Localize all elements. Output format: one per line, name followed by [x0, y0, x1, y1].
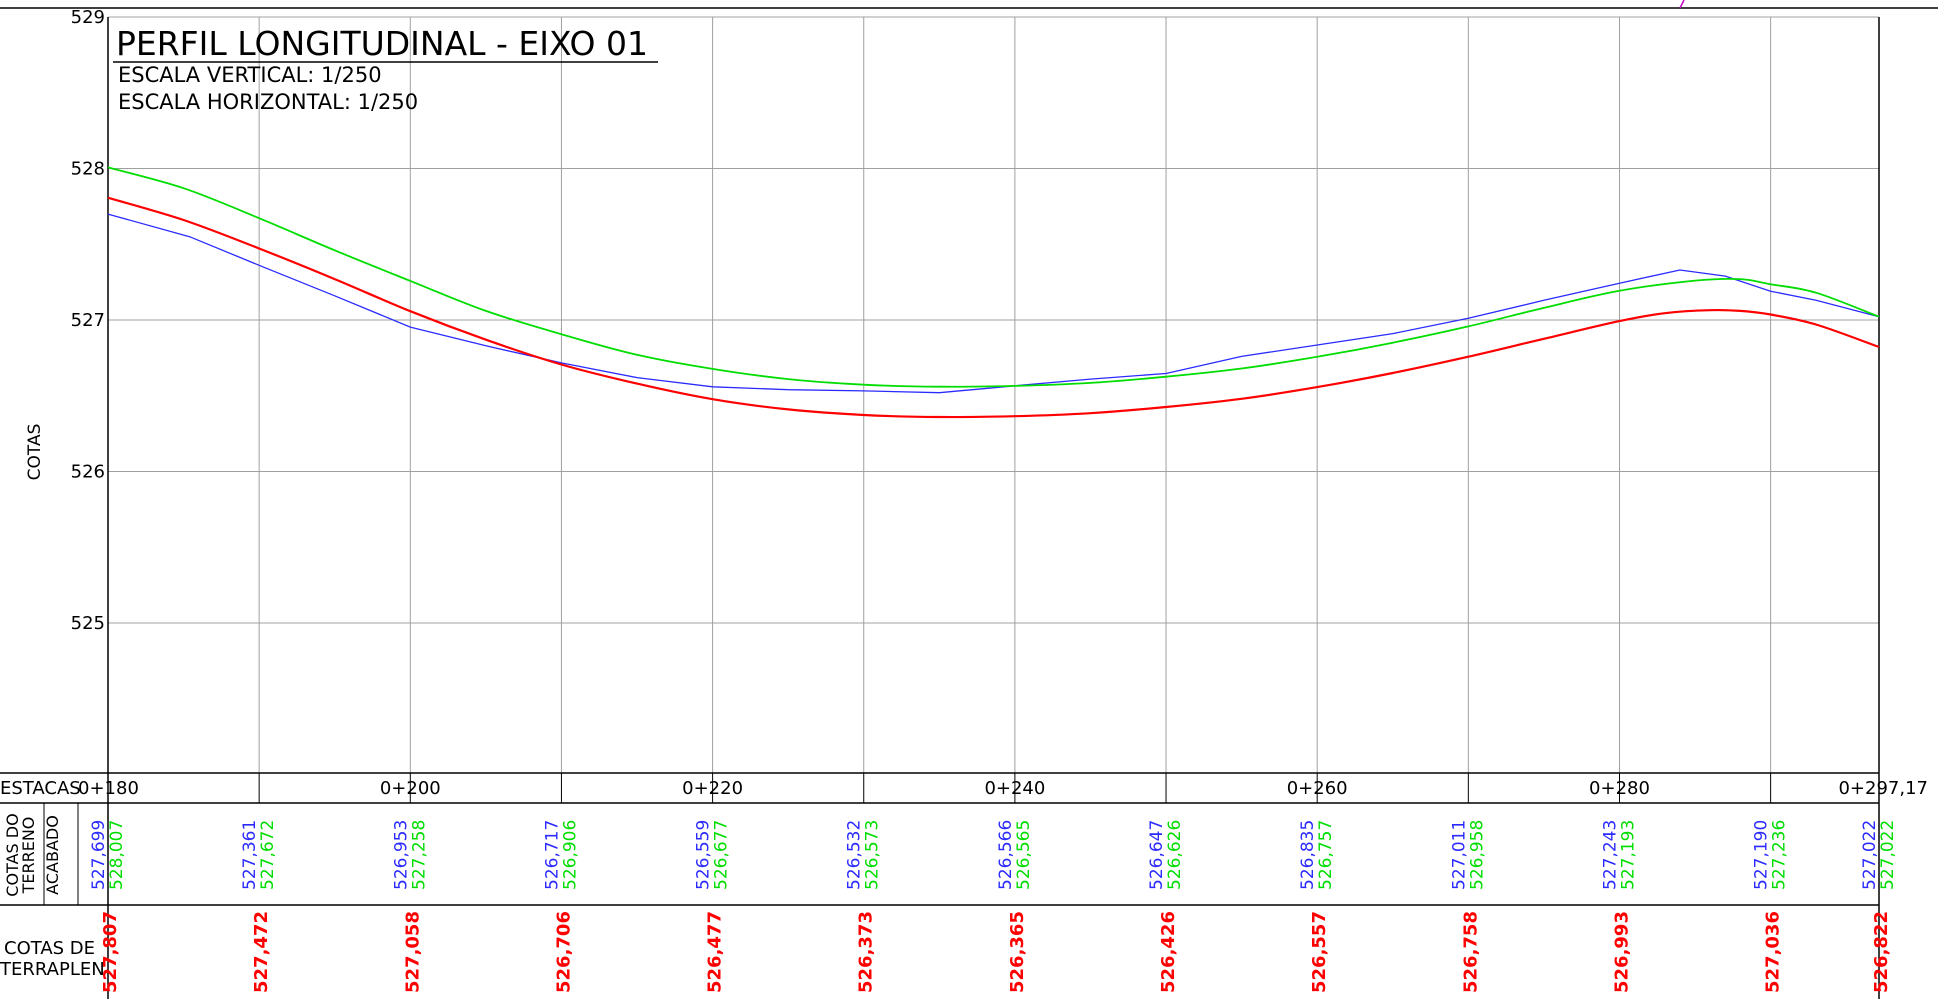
cotas-terreno-label: 527,011: [1449, 820, 1469, 890]
row-label-cotas-de: COTAS DE: [4, 938, 95, 959]
cotas-terreno-label: 526,717: [542, 820, 562, 890]
cotas-terraplen-label: 526,557: [1309, 911, 1330, 993]
series-line-acabado: [107, 166, 1880, 388]
cotas-acabado-label: 527,236: [1770, 820, 1790, 890]
cotas-terreno-label: 527,699: [89, 820, 109, 890]
y-axis-label: COTAS: [25, 424, 45, 481]
cotas-terreno-label: 526,835: [1298, 820, 1318, 890]
cotas-acabado-label: 526,573: [863, 820, 883, 890]
cotas-terreno-label: 527,190: [1752, 820, 1772, 890]
y-tick-label: 525: [71, 613, 105, 634]
cotas-terreno-label: 526,559: [694, 820, 714, 890]
horizontal-scale-label: ESCALA HORIZONTAL: 1/250: [118, 90, 418, 114]
row-label-cotas-do: COTAS DO: [3, 813, 22, 896]
y-tick-labels: 529 528 527 526 525: [71, 7, 105, 634]
y-tick-label: 526: [71, 462, 105, 483]
row-label-estacas: ESTACAS: [0, 778, 81, 799]
cotas-terraplen-label: 526,993: [1612, 911, 1633, 993]
cotas-acabado-label: 526,626: [1165, 820, 1185, 890]
vertical-scale-label: ESCALA VERTICAL: 1/250: [118, 63, 382, 87]
cotas-terreno-label: 526,532: [845, 820, 865, 890]
cotas-terreno-label: 527,022: [1860, 820, 1880, 890]
station-label: 0+297,17: [1838, 778, 1928, 799]
cotas-terraplen-label: 526,426: [1158, 911, 1179, 993]
cotas-terraplen-label: 526,758: [1460, 911, 1481, 993]
y-tick-label: 527: [71, 310, 105, 331]
cotas-terreno-label: 526,647: [1147, 820, 1167, 890]
cotas-acabado-label: 526,677: [712, 820, 732, 890]
cotas-acabado-label: 527,258: [409, 820, 429, 890]
magenta-leader-mark: [1679, 0, 1685, 9]
row-label-acabado: ACABADO: [43, 815, 62, 895]
cotas-acabado-label: 528,007: [107, 820, 127, 890]
cotas-terreno-label: 526,566: [996, 820, 1016, 890]
cotas-terraplen-label: 526,373: [856, 911, 877, 993]
cotas-terraplen-label: 527,036: [1763, 911, 1784, 993]
cotas-terreno-label: 527,243: [1601, 820, 1621, 890]
cotas-terraplen-label: 527,058: [402, 911, 423, 993]
cotas-acabado-label: 526,757: [1316, 820, 1336, 890]
station-table: ESTACAS COTAS DO TERRENO ACABADO COTAS D…: [0, 772, 1928, 993]
cotas-acabado-label: 526,958: [1467, 820, 1487, 890]
row-label-terraplen: TERRAPLEN: [0, 959, 105, 980]
cotas-terraplen-label: 526,477: [705, 911, 726, 993]
cotas-terraplen-label: 526,706: [553, 911, 574, 993]
cotas-acabado-label: 526,906: [560, 820, 580, 890]
y-tick-label: 528: [71, 159, 105, 180]
cotas-acabado-label: 527,022: [1878, 820, 1898, 890]
cotas-acabado-label: 527,672: [258, 820, 278, 890]
chart-title: PERFIL LONGITUDINAL - EIXO 01: [116, 24, 648, 63]
cotas-terreno-label: 526,953: [391, 820, 411, 890]
series-line-terreno: [107, 213, 1880, 394]
cotas-terraplen-label: 526,365: [1007, 911, 1028, 993]
series-line-terraplen: [107, 196, 1880, 419]
cotas-acabado-label: 527,193: [1619, 820, 1639, 890]
row-label-terreno: TERRENO: [19, 817, 38, 895]
cotas-terraplen-label: 526,822: [1871, 911, 1892, 993]
cotas-terraplen-label: 527,807: [100, 911, 121, 993]
cotas-acabado-label: 526,565: [1014, 820, 1034, 890]
cotas-terreno-label: 527,361: [240, 820, 260, 890]
cotas-terraplen-label: 527,472: [251, 911, 272, 993]
series-lines: [107, 166, 1880, 419]
chart-grid: [107, 16, 1880, 999]
y-tick-label: 529: [71, 7, 105, 28]
